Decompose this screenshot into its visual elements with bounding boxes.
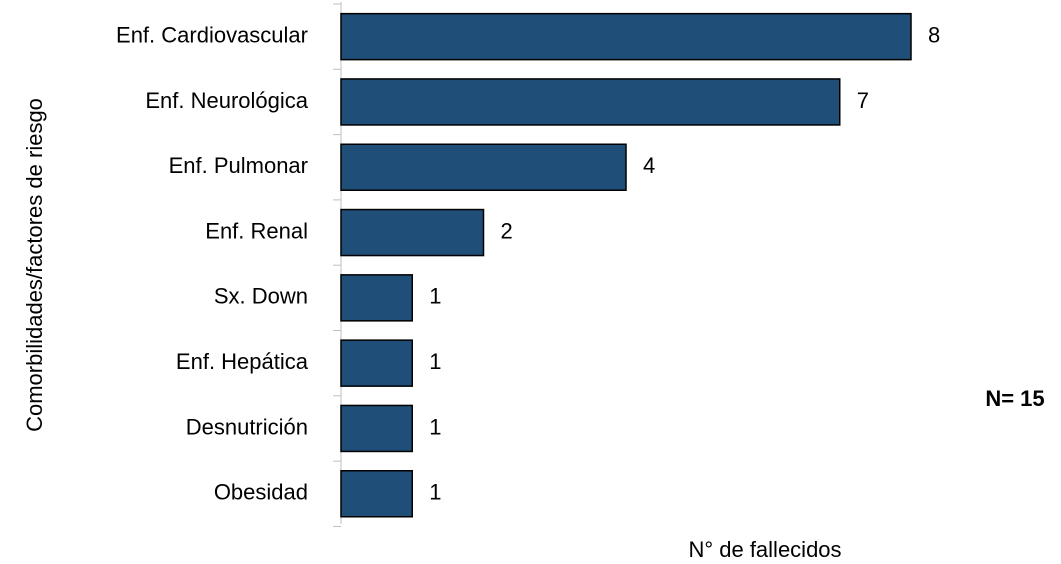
value-label: 2 [501, 218, 513, 243]
value-label: 4 [643, 153, 655, 178]
y-tick-label: Obesidad [214, 480, 308, 505]
bar [340, 208, 485, 257]
y-tick-label: Enf. Neurológica [145, 88, 308, 113]
y-tick-label: Desnutrición [186, 414, 308, 439]
bar [340, 143, 627, 191]
bar [340, 404, 413, 453]
y-axis-label: Comorbilidades/factores de riesgo [22, 98, 47, 432]
y-tick-label: Enf. Cardiovascular [116, 22, 308, 47]
y-tick-label: Enf. Hepática [176, 349, 309, 374]
bar [340, 274, 413, 322]
value-label: 8 [928, 22, 940, 47]
bar [340, 470, 413, 518]
bar [340, 12, 912, 61]
y-tick-label: Enf. Renal [205, 218, 308, 243]
value-label: 1 [429, 480, 441, 505]
value-label: 1 [429, 349, 441, 374]
value-label: 7 [857, 88, 869, 113]
value-label: 1 [429, 284, 441, 309]
bar [340, 339, 413, 387]
value-label: 1 [429, 414, 441, 439]
x-axis-label: N° de fallecidos [688, 537, 841, 562]
y-tick-label: Sx. Down [214, 284, 308, 309]
annotation: N= 15 [985, 386, 1044, 411]
y-tick-label: Enf. Pulmonar [169, 153, 308, 178]
bar [340, 78, 841, 126]
